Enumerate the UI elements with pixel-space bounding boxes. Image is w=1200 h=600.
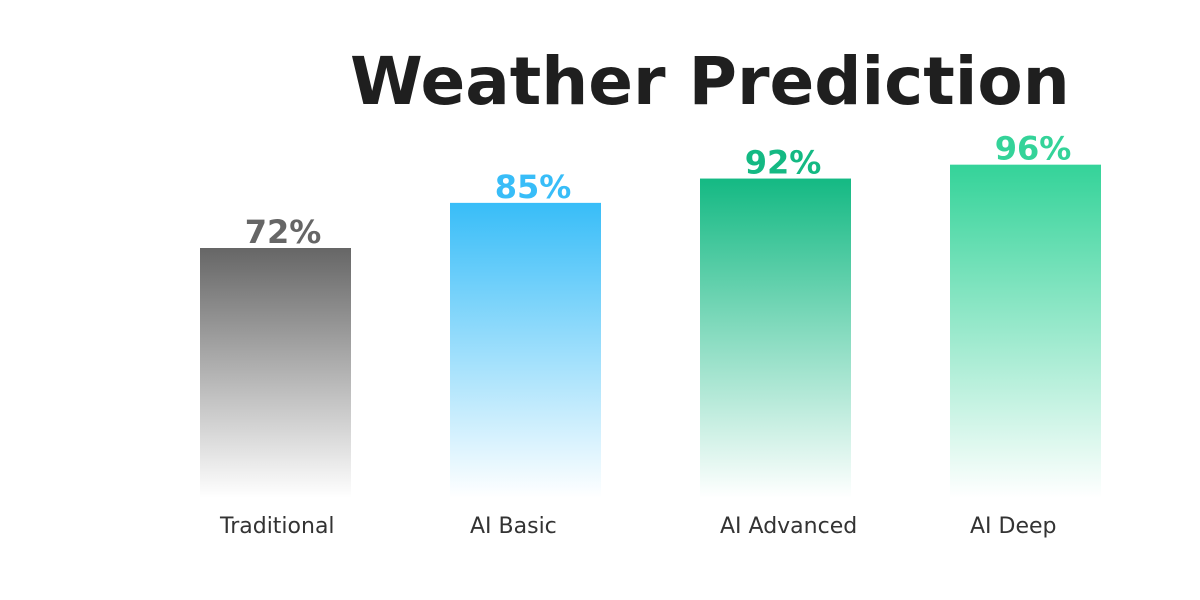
value-label: 96% <box>995 130 1072 168</box>
bar <box>200 248 351 498</box>
value-label: 92% <box>745 144 822 182</box>
x-tick-label: AI Basic <box>470 514 557 539</box>
chart-title: Weather Prediction <box>350 43 1070 120</box>
value-label: 85% <box>495 168 572 206</box>
value-label: 72% <box>245 213 322 251</box>
x-tick-label: Traditional <box>219 514 335 539</box>
bar <box>700 178 851 499</box>
bar <box>450 202 601 498</box>
bar <box>950 164 1101 498</box>
x-tick-label: AI Advanced <box>720 514 857 539</box>
x-tick-label: AI Deep <box>970 514 1057 539</box>
